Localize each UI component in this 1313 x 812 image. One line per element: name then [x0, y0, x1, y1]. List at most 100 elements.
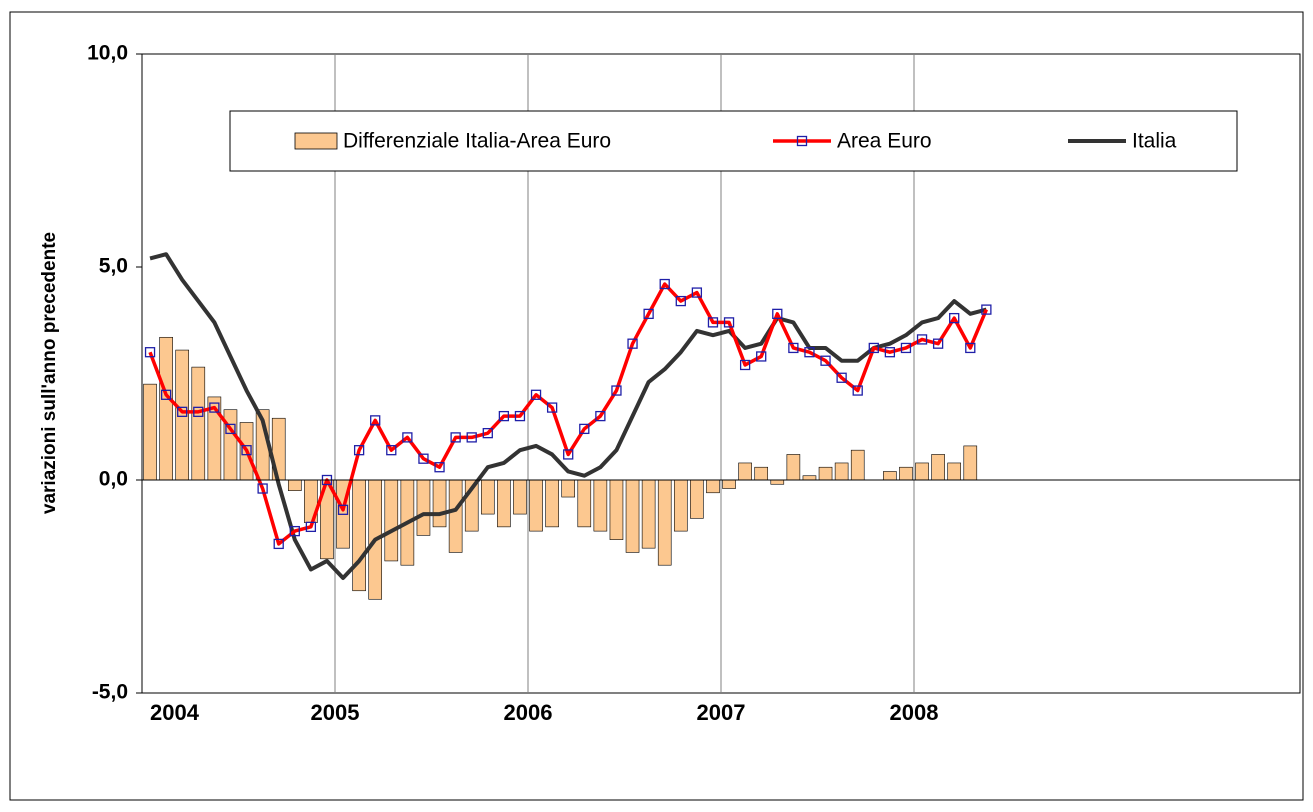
marker [289, 525, 300, 537]
bar [480, 479, 495, 515]
legend-swatch [294, 132, 338, 150]
bar [963, 445, 978, 481]
marker [144, 347, 156, 358]
bar [706, 479, 720, 494]
bar [641, 479, 656, 549]
y-tick-label: 0,0 [99, 468, 128, 491]
bar [159, 336, 173, 481]
legend-label: Italia [1132, 130, 1177, 153]
marker [739, 359, 751, 371]
bar [786, 454, 801, 481]
bar [850, 449, 865, 481]
y-tick-label: -5,0 [92, 681, 128, 704]
marker [932, 338, 944, 349]
y-tick-label: 5,0 [99, 255, 128, 278]
marker [466, 432, 477, 443]
marker [482, 427, 493, 439]
marker [225, 423, 236, 435]
x-tick-label: 2007 [697, 700, 746, 725]
marker [177, 406, 188, 417]
marker [723, 317, 735, 328]
marker [402, 432, 413, 443]
marker [160, 389, 172, 400]
marker [386, 445, 397, 456]
marker [257, 483, 268, 494]
bar [352, 479, 366, 592]
marker [643, 308, 654, 320]
marker [193, 406, 204, 417]
bar [770, 479, 785, 485]
marker [305, 521, 317, 533]
y-axis-label: variazioni sull'anno precedente [39, 232, 60, 514]
bar [899, 466, 913, 481]
bar [545, 479, 559, 528]
bar [931, 454, 945, 481]
marker [965, 342, 976, 354]
y-tick-label: 10,0 [87, 42, 128, 65]
bar [448, 479, 463, 553]
line [149, 252, 987, 580]
marker [370, 415, 381, 426]
bar [915, 462, 929, 481]
bar [191, 366, 206, 481]
marker [514, 410, 526, 422]
marker [916, 334, 928, 345]
x-tick-label: 2008 [890, 700, 939, 725]
bar [497, 479, 511, 528]
marker [418, 453, 429, 464]
bar [384, 479, 399, 562]
marker [579, 423, 590, 435]
bar [143, 383, 157, 481]
bar [802, 475, 817, 481]
marker [434, 462, 445, 473]
bar [947, 462, 962, 481]
marker [450, 432, 461, 443]
marker [884, 347, 896, 358]
bar [690, 479, 704, 519]
marker [611, 385, 622, 396]
bar [625, 479, 640, 553]
marker [595, 410, 606, 422]
bar [834, 462, 849, 481]
marker [900, 342, 912, 354]
bar [529, 479, 543, 532]
bar [577, 479, 592, 528]
bar [416, 479, 431, 536]
marker [868, 342, 879, 354]
bar [657, 479, 672, 566]
marker [659, 278, 670, 290]
marker [820, 355, 831, 366]
marker [627, 338, 638, 349]
bar [673, 479, 688, 532]
marker [675, 295, 686, 307]
bar [754, 466, 769, 481]
marker [546, 402, 558, 413]
legend-label: Area Euro [837, 130, 932, 153]
marker [804, 347, 815, 358]
marker [852, 385, 863, 396]
bar [818, 466, 833, 481]
bar [432, 479, 447, 528]
bar [561, 479, 576, 498]
marker [981, 304, 992, 315]
marker [353, 445, 365, 456]
bar [609, 479, 624, 540]
marker [756, 351, 767, 362]
x-tick-label: 2005 [311, 700, 360, 725]
line [148, 282, 988, 546]
x-tick-label: 2006 [504, 700, 553, 725]
marker [498, 410, 510, 422]
marker [563, 449, 574, 460]
legend-label: Differenziale Italia-Area Euro [343, 130, 611, 153]
marker [241, 445, 252, 456]
bar [738, 462, 752, 481]
bar [883, 471, 897, 481]
marker [836, 372, 847, 383]
legend-marker [796, 135, 808, 147]
marker [707, 317, 719, 328]
marker [209, 402, 220, 413]
bar [593, 479, 608, 532]
marker [788, 342, 799, 354]
x-tick-label: 2004 [150, 700, 200, 725]
